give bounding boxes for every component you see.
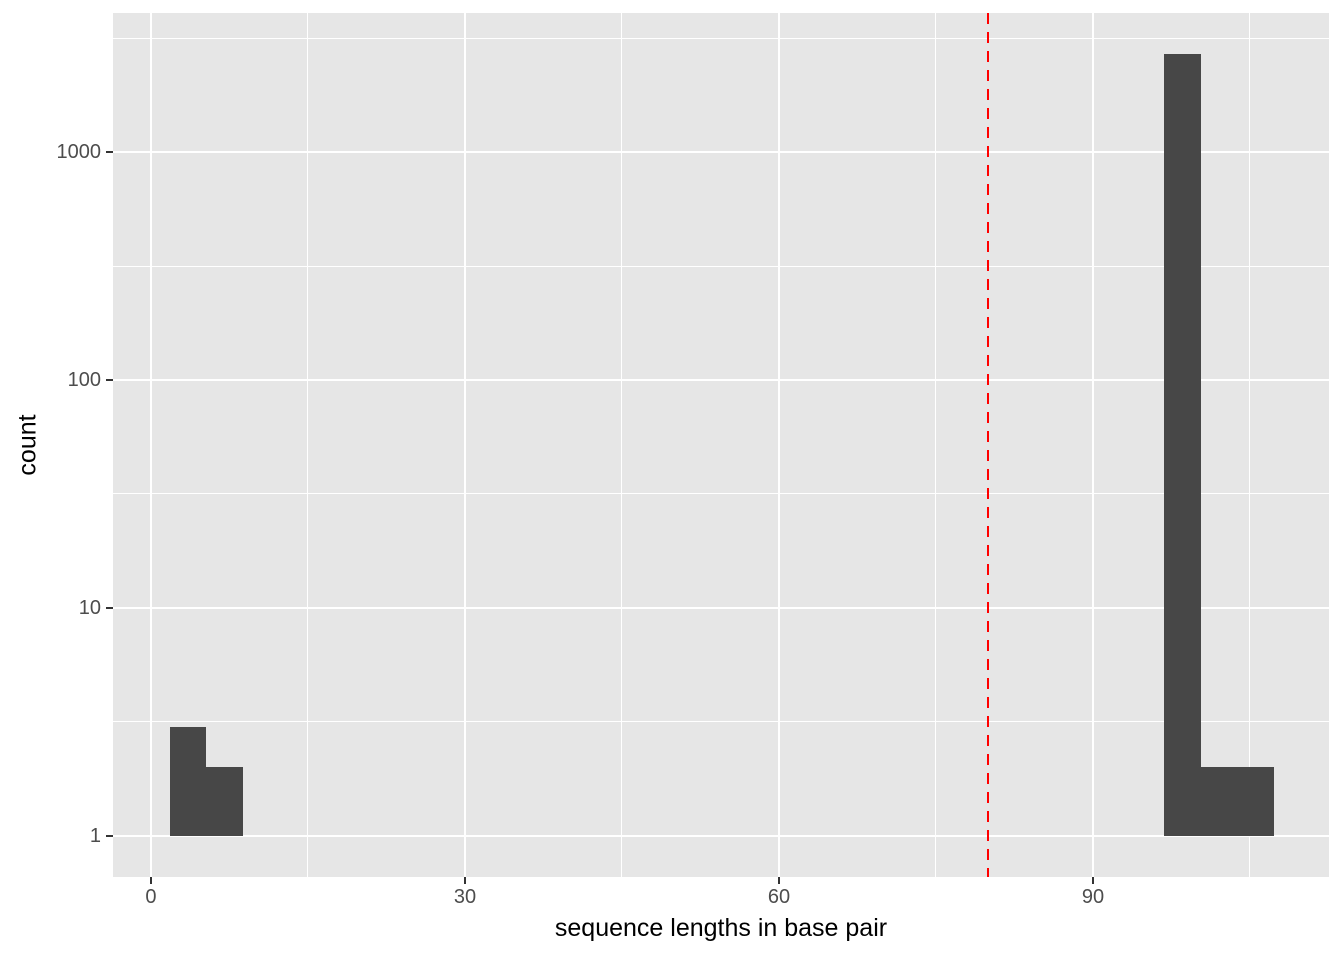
x-major-gridline (463, 13, 466, 877)
x-tick-mark (1091, 877, 1094, 884)
threshold-line (987, 13, 990, 877)
y-tick-mark (106, 606, 113, 609)
y-tick-mark (106, 379, 113, 382)
y-major-gridline (113, 379, 1329, 382)
y-tick-label: 1 (89, 824, 101, 847)
x-tick-label: 60 (767, 886, 791, 908)
histogram-bar (1200, 767, 1238, 836)
histogram-bar (1237, 767, 1275, 836)
x-tick-label: 90 (1081, 886, 1105, 908)
x-major-gridline (149, 13, 152, 877)
y-major-gridline (113, 151, 1329, 154)
x-axis-title: sequence lengths in base pair (554, 914, 888, 942)
histogram-bar (169, 726, 207, 836)
y-tick-label: 1000 (56, 141, 102, 164)
y-tick-label: 10 (78, 596, 101, 619)
y-minor-gridline (113, 721, 1329, 723)
y-major-gridline (113, 834, 1329, 837)
x-minor-gridline (307, 13, 309, 877)
x-tick-mark (149, 877, 152, 884)
x-minor-gridline (1249, 13, 1251, 877)
histogram-bar (1164, 54, 1201, 836)
y-axis-title: count (13, 414, 42, 476)
y-major-gridline (113, 606, 1329, 609)
x-tick-mark (777, 877, 780, 884)
histogram-bar (206, 767, 244, 836)
y-minor-gridline (113, 38, 1329, 39)
x-major-gridline (777, 13, 780, 877)
y-tick-mark (106, 834, 113, 837)
x-tick-mark (463, 877, 466, 884)
x-minor-gridline (935, 13, 937, 877)
y-minor-gridline (113, 265, 1329, 267)
x-tick-label: 30 (453, 886, 477, 908)
x-minor-gridline (621, 13, 623, 877)
plot-panel (113, 13, 1329, 877)
y-tick-label: 100 (67, 369, 101, 392)
x-major-gridline (1091, 13, 1094, 877)
x-tick-label: 0 (145, 886, 157, 908)
y-tick-mark (106, 151, 113, 154)
y-minor-gridline (113, 493, 1329, 495)
